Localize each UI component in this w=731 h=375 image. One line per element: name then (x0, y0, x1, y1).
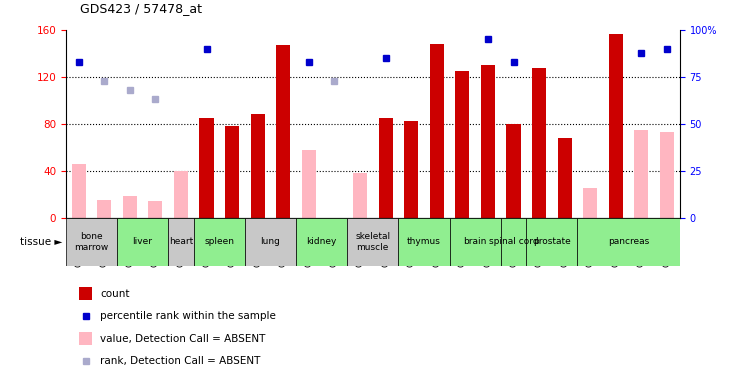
Text: kidney: kidney (306, 237, 337, 246)
Bar (558, 138, 572, 218)
Text: GDS423 / 57478_at: GDS423 / 57478_at (80, 2, 202, 15)
Bar (123, 196, 137, 217)
Bar (251, 114, 265, 218)
Text: brain: brain (463, 237, 487, 246)
Bar (148, 201, 162, 217)
Bar (450, 217, 501, 266)
Bar (507, 124, 520, 218)
Bar (296, 217, 347, 266)
Bar (72, 164, 86, 218)
Bar (660, 132, 674, 218)
Bar (194, 217, 245, 266)
Bar (532, 68, 546, 218)
Bar (66, 217, 117, 266)
Text: rank, Detection Call = ABSENT: rank, Detection Call = ABSENT (100, 356, 260, 366)
Text: value, Detection Call = ABSENT: value, Detection Call = ABSENT (100, 334, 265, 344)
Bar (430, 44, 444, 218)
Text: tissue ►: tissue ► (20, 237, 62, 247)
Text: liver: liver (132, 237, 153, 246)
Bar (302, 150, 316, 217)
Bar (200, 118, 213, 218)
Bar (501, 217, 526, 266)
Bar (245, 217, 296, 266)
Text: pancreas: pancreas (608, 237, 649, 246)
Bar (79, 287, 92, 300)
Bar (276, 45, 290, 218)
Bar (379, 118, 393, 218)
Bar (97, 200, 111, 217)
Bar (168, 217, 194, 266)
Text: prostate: prostate (533, 237, 571, 246)
Text: spleen: spleen (204, 237, 235, 246)
Text: percentile rank within the sample: percentile rank within the sample (100, 311, 276, 321)
Bar (404, 122, 418, 218)
Text: thymus: thymus (407, 237, 441, 246)
Bar (398, 217, 450, 266)
Text: heart: heart (169, 237, 193, 246)
Bar (79, 332, 92, 345)
Text: spinal cord: spinal cord (489, 237, 538, 246)
Text: bone
marrow: bone marrow (75, 232, 108, 252)
Bar (347, 217, 398, 266)
Bar (174, 171, 188, 217)
Bar (117, 217, 168, 266)
Bar (609, 33, 623, 218)
Bar (583, 188, 597, 218)
Bar (577, 217, 680, 266)
Text: count: count (100, 289, 129, 299)
Bar (481, 65, 495, 218)
Bar (225, 126, 239, 218)
Text: lung: lung (260, 237, 281, 246)
Bar (353, 173, 367, 217)
Text: skeletal
muscle: skeletal muscle (355, 232, 390, 252)
Bar (455, 71, 469, 217)
Bar (526, 217, 577, 266)
Bar (635, 130, 648, 218)
